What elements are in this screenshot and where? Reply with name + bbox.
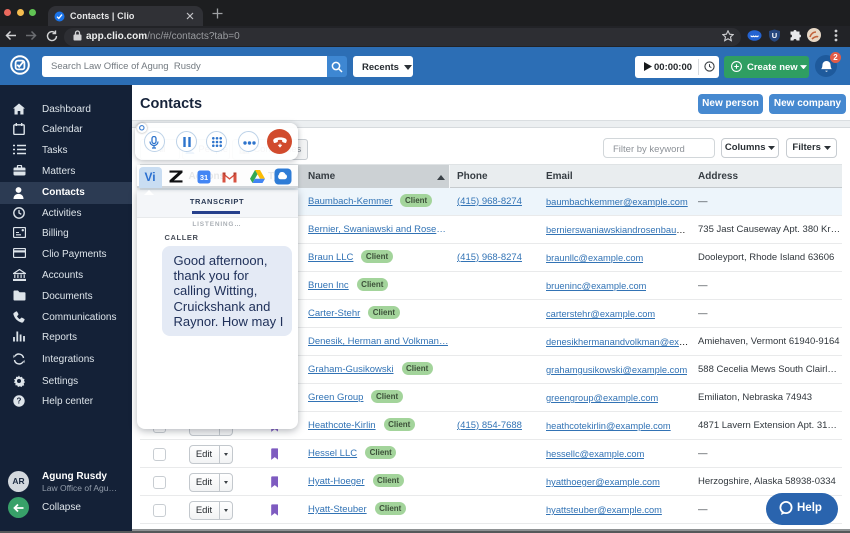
svg-text:31: 31 [200,173,208,182]
svg-text:U: U [772,31,777,40]
svg-text:?: ? [17,397,22,406]
